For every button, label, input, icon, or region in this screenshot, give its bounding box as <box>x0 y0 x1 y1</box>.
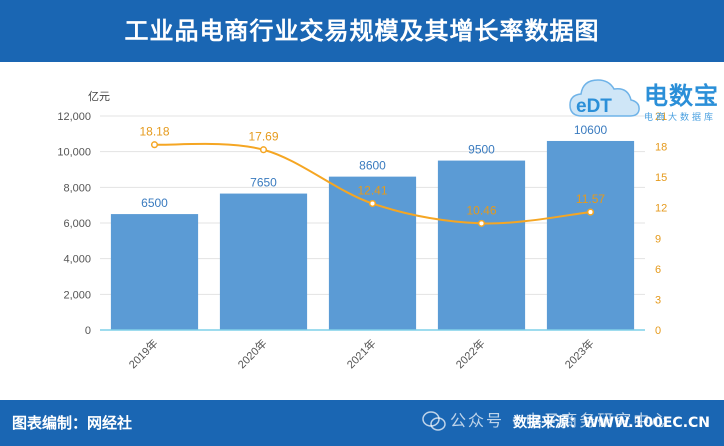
y2-tick-label: 0 <box>655 325 661 337</box>
y-tick-label: 0 <box>85 325 91 337</box>
footer-credit: 图表编制：网经社 <box>12 414 133 432</box>
cloud-logo-icon: eDT <box>569 79 640 117</box>
line-point <box>368 199 377 208</box>
x-tick-label: 2021年 <box>344 336 379 371</box>
line-point <box>259 146 268 154</box>
line-data-label: 10.46 <box>466 203 496 217</box>
y-tick-label: 12,000 <box>57 111 91 123</box>
wechat-icon <box>422 411 446 431</box>
bar-data-label: 10600 <box>574 123 608 137</box>
x-tick-label: 2023年 <box>562 336 597 371</box>
y-tick-label: 8,000 <box>63 182 91 194</box>
logo-mark: eDT <box>576 96 612 117</box>
bar <box>328 176 417 330</box>
chart-area: 0 2,000 4,000 6,000 8,000 10,000 12,000 0 3 6 9 12 1… <box>0 62 724 400</box>
y2-tick-label: 18 <box>655 142 667 154</box>
x-tick-label: 2019年 <box>126 336 161 371</box>
watermark-text: 公众号 · 电子商务研究中心 <box>422 406 669 436</box>
bar-data-label: 9500 <box>468 143 495 157</box>
bar <box>219 193 308 330</box>
line-data-label: 17.69 <box>248 130 278 144</box>
line-data-label: 18.18 <box>139 125 169 139</box>
y-tick-label: 4,000 <box>63 254 91 266</box>
y-tick-label: 6,000 <box>63 218 91 230</box>
line-point <box>586 208 595 216</box>
line-data-label: 11.57 <box>576 192 605 206</box>
y2-tick-label: 6 <box>655 264 661 276</box>
y-tick-label: 2,000 <box>63 289 91 301</box>
y2-tick-label: 12 <box>655 203 667 215</box>
y2-tick-label: 9 <box>655 233 661 245</box>
chart: 0 2,000 4,000 6,000 8,000 10,000 12,000 0 3 6 9 12 1… <box>57 90 667 371</box>
line-point <box>477 219 486 227</box>
logo: eDT 电数宝 电商大数据库 <box>568 70 718 126</box>
footer-bar: 图表编制：网经社 数据来源：WWW.100EC.CN <box>0 400 724 446</box>
y-tick-label: 10,000 <box>57 147 91 159</box>
y2-tick-label: 21 <box>655 111 667 123</box>
bar <box>437 160 526 330</box>
bar-data-label: 7650 <box>250 176 277 190</box>
y2-tick-label: 3 <box>655 294 661 306</box>
logo-name: 电数宝 <box>644 82 719 110</box>
watermark-label: 公众号 · 电子商务研究中心 <box>450 411 670 430</box>
line-data-label: 12.41 <box>357 184 387 198</box>
bar <box>546 140 635 330</box>
line-point <box>150 141 159 149</box>
page-title: 工业品电商行业交易规模及其增长率数据图 <box>124 17 600 45</box>
y-axis-label: 亿元 <box>88 90 110 103</box>
header-bar: 工业品电商行业交易规模及其增长率数据图 <box>0 0 724 62</box>
bar-data-label: 6500 <box>141 196 168 210</box>
bar <box>110 214 199 330</box>
x-tick-label: 2022年 <box>453 336 488 371</box>
footer-source: 数据来源：WWW.100EC.CN <box>513 415 710 431</box>
logo-subtitle: 电商大数据库 <box>644 113 717 123</box>
y2-tick-label: 15 <box>655 172 667 184</box>
x-tick-label: 2020年 <box>235 336 270 371</box>
bar-data-label: 8600 <box>359 159 386 173</box>
